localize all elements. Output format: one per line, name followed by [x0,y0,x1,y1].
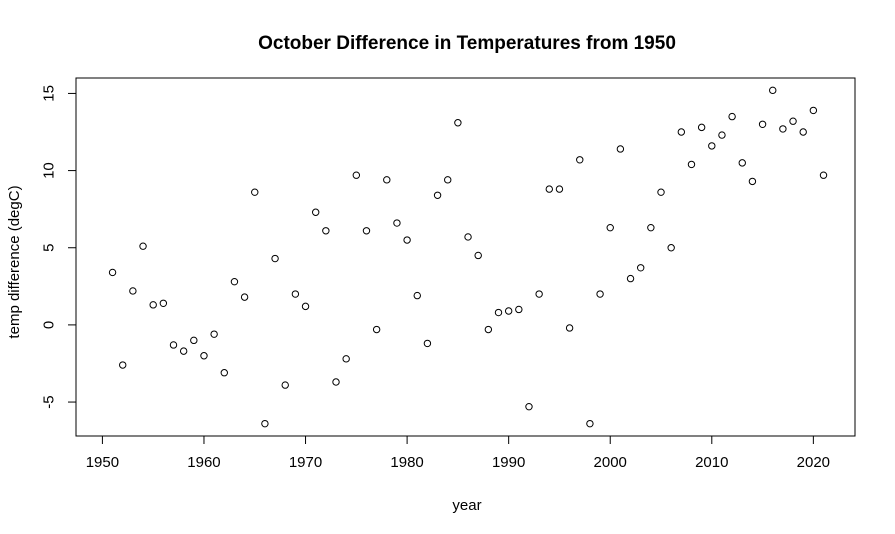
data-point [769,86,777,95]
data-point [667,244,675,252]
y-tick-label: -5 [41,395,58,408]
data-point [494,308,503,317]
data-point [586,419,594,428]
y-tick-label: 0 [41,321,58,329]
data-point [545,185,553,193]
x-tick-label: 1960 [187,454,220,471]
data-point [616,145,625,153]
data-points [108,86,828,428]
data-point [515,305,523,314]
data-point [220,369,228,377]
data-point [190,336,198,345]
data-point [738,159,746,167]
data-point [504,307,513,315]
data-point [332,378,340,386]
data-point [311,208,320,216]
data-point [708,142,716,150]
data-point [454,119,462,127]
chart-title: October Difference in Temperatures from … [258,33,676,54]
data-point [525,402,533,411]
data-point [636,264,645,272]
data-point [687,160,696,169]
data-point [413,291,421,300]
data-point [779,125,787,133]
data-point [261,419,269,428]
x-tick-label: 2000 [594,454,627,471]
data-point [626,274,635,283]
data-point [169,341,178,349]
data-point [423,339,432,348]
plot-frame [75,77,856,437]
data-point [393,219,401,227]
data-point [342,355,350,363]
data-point [322,227,330,235]
data-point [484,325,493,334]
x-tick-label: 1950 [86,454,119,471]
data-point [647,223,655,232]
data-point [464,233,472,241]
x-tick-label: 1990 [492,454,525,471]
x-axis: 1950 1960 1970 1980 1990 2000 2010 2020 [86,435,830,471]
data-point [697,123,706,132]
x-axis-label: year [452,497,481,514]
data-point [240,293,249,301]
data-point [789,117,797,125]
data-point [179,347,188,355]
data-point [119,361,127,369]
y-tick-label: 5 [41,244,58,252]
data-point [809,106,818,115]
data-point [576,156,584,164]
data-point [606,223,614,232]
data-point [129,287,137,295]
data-point [372,325,381,334]
data-point [352,171,361,179]
x-tick-label: 2010 [695,454,728,471]
data-point [657,188,665,196]
data-point [718,131,726,139]
x-tick-label: 1980 [390,454,423,471]
y-tick-label: 10 [41,162,58,179]
data-point [535,290,543,298]
x-tick-label: 1970 [289,454,322,471]
data-point [159,299,168,307]
data-point [677,128,686,136]
data-point [748,177,757,186]
data-point [596,290,604,298]
data-point [281,381,289,389]
data-point [819,171,828,179]
y-tick-label: 15 [41,85,58,102]
data-point [271,254,279,263]
data-point [403,236,411,244]
data-point [301,302,310,311]
data-point [139,242,147,250]
data-point [210,330,218,338]
data-point [728,112,736,121]
data-point [251,188,259,196]
data-point [433,191,442,199]
data-point [799,128,807,136]
data-point [230,277,239,286]
x-tick-label: 2020 [797,454,830,471]
y-axis-label: temp difference (degC) [6,185,23,338]
data-point [108,268,117,277]
data-point [149,301,157,309]
data-point [444,176,452,184]
data-point [200,352,208,360]
data-point [555,185,564,193]
data-point [383,176,391,184]
data-point [758,120,767,128]
data-point [474,251,482,260]
data-point [291,290,300,298]
data-point [362,227,371,235]
data-point [565,324,574,332]
y-axis: -5 0 5 10 15 [41,85,77,409]
